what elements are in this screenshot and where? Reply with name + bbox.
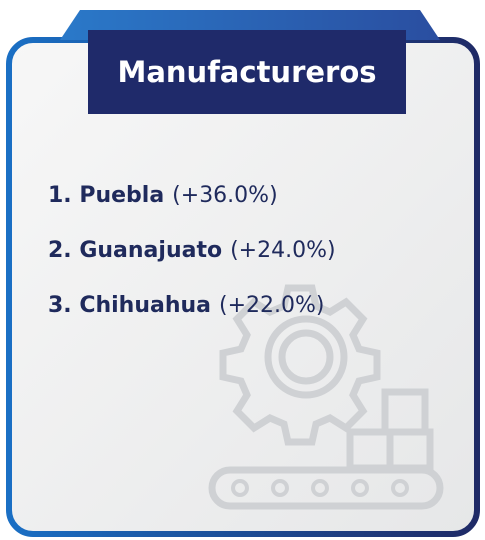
change: (+22.0%) bbox=[219, 293, 325, 318]
card-frame bbox=[6, 37, 480, 537]
title-banner bbox=[88, 30, 406, 114]
ranking-item: 2. Guanajuato (+24.0%) bbox=[48, 238, 336, 263]
state-name: 1. Puebla bbox=[48, 183, 164, 208]
conveyor-wheels bbox=[231, 479, 409, 497]
state-name: 2. Guanajuato bbox=[48, 238, 222, 263]
title: Manufactureros bbox=[117, 55, 376, 89]
ranking-item: 1. Puebla (+36.0%) bbox=[48, 183, 278, 208]
ranking-item: 3. Chihuahua (+22.0%) bbox=[48, 293, 325, 318]
factory-icon bbox=[208, 284, 444, 510]
change: (+36.0%) bbox=[172, 183, 278, 208]
ranking-list: 1. Puebla (+36.0%) 2. Guanajuato (+24.0%) 3.… bbox=[48, 183, 336, 318]
change: (+24.0%) bbox=[230, 238, 336, 263]
state-name: 3. Chihuahua bbox=[48, 293, 211, 318]
